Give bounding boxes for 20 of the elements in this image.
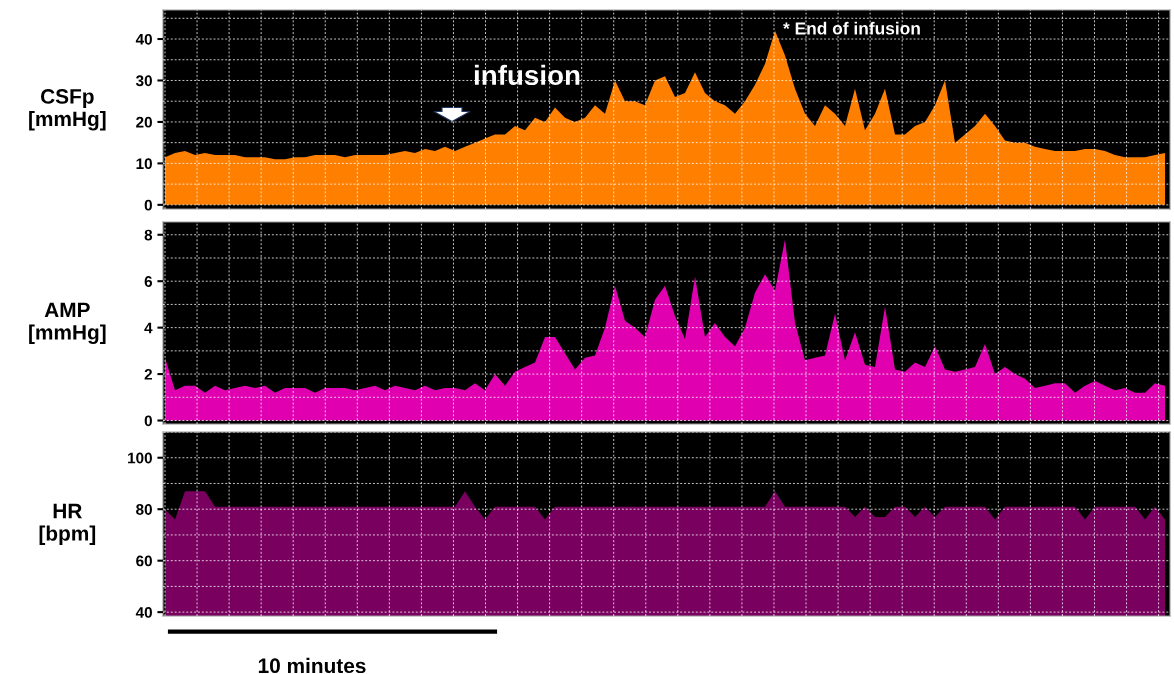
y-tick-label: 100: [128, 452, 152, 464]
y-tick-label: 10: [136, 158, 152, 170]
y-tick-label: 2: [144, 368, 152, 380]
y-tick-label: 6: [144, 276, 153, 287]
y-tick-label: 40: [135, 607, 152, 618]
text: 10 minutes: [258, 657, 366, 674]
y-axis-title: AMP [mmHg]: [29, 302, 106, 344]
y-tick-label: 0: [144, 199, 152, 211]
y-tick-label: 8: [144, 229, 153, 241]
y-axis-title: CSFp [mmHg]: [29, 89, 106, 131]
y-tick-label: 60: [136, 555, 152, 567]
y-axis-title: HR [bpm]: [39, 503, 96, 545]
annotation: * End of infusion: [783, 21, 920, 35]
y-tick-label: 0: [144, 415, 152, 427]
y-tick-label: 30: [135, 75, 152, 87]
y-tick-label: 20: [136, 116, 152, 128]
y-tick-label: 80: [136, 504, 152, 515]
y-tick-label: 40: [135, 33, 152, 45]
y-tick-label: 4: [144, 322, 153, 334]
annotation: infusion: [474, 64, 580, 86]
